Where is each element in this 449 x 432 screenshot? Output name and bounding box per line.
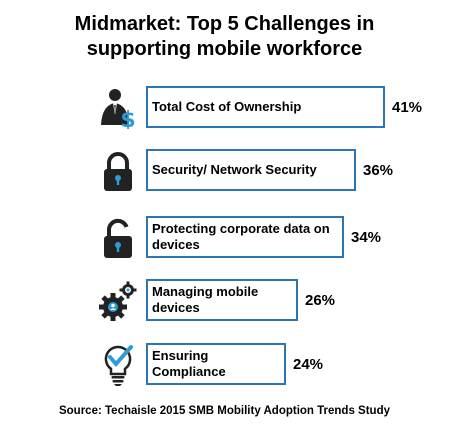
bar-category-label-line: devices — [152, 237, 200, 252]
lock-open-icon — [98, 217, 138, 259]
bar-value-label: 41% — [392, 98, 423, 116]
bar-category-label: Managing mobile devices — [152, 284, 258, 316]
bar-category-label: Ensuring Compliance — [152, 348, 226, 380]
bar-row: Protecting corporate data on devices 34% — [0, 215, 449, 261]
bar-row: Managing mobile devices 26% — [0, 278, 449, 324]
svg-text:$: $ — [120, 108, 135, 129]
bar: Managing mobile devices — [146, 279, 298, 321]
bar-category-label-line: Ensuring — [152, 348, 209, 363]
bar-value-label: 24% — [293, 355, 324, 373]
businessman-dollar-icon: $ — [98, 87, 138, 129]
source-note: Source: Techaisle 2015 SMB Mobility Adop… — [58, 405, 390, 417]
bar-category-label-line: Protecting corporate data on — [152, 221, 330, 236]
gear-people-icon — [98, 280, 138, 322]
bar-category-label-line: Total Cost of Ownership — [152, 99, 302, 114]
lightbulb-check-icon — [98, 344, 138, 386]
bar: Total Cost of Ownership — [146, 86, 385, 128]
bar-category-label-line: Managing mobile — [152, 284, 259, 299]
chart-title: Midmarket: Top 5 Challenges in supportin… — [0, 12, 449, 62]
bar-category-label-line: Compliance — [152, 364, 226, 379]
bar: Protecting corporate data on devices — [146, 216, 344, 258]
bar-category-label-line: devices — [152, 300, 200, 315]
bar-category-label: Total Cost of Ownership — [152, 99, 301, 115]
bar: Ensuring Compliance — [146, 343, 286, 385]
bar-value-label: 34% — [351, 228, 382, 246]
bar-category-label: Security/ Network Security — [152, 162, 317, 178]
bar-row: Security/ Network Security 36% — [0, 148, 449, 194]
bar-row: $ Total Cost of Ownership 41% — [0, 85, 449, 131]
chart-title-line-2: supporting mobile workforce — [86, 38, 363, 60]
bar-row: Ensuring Compliance 24% — [0, 342, 449, 388]
bar: Security/ Network Security — [146, 149, 356, 191]
bar-value-label: 26% — [305, 291, 336, 309]
lock-closed-icon — [98, 150, 138, 192]
bar-category-label: Protecting corporate data on devices — [152, 221, 330, 253]
bar-category-label-line: Security/ Network Security — [152, 162, 317, 177]
bar-value-label: 36% — [363, 161, 394, 179]
chart-title-line-1: Midmarket: Top 5 Challenges in — [74, 13, 375, 35]
